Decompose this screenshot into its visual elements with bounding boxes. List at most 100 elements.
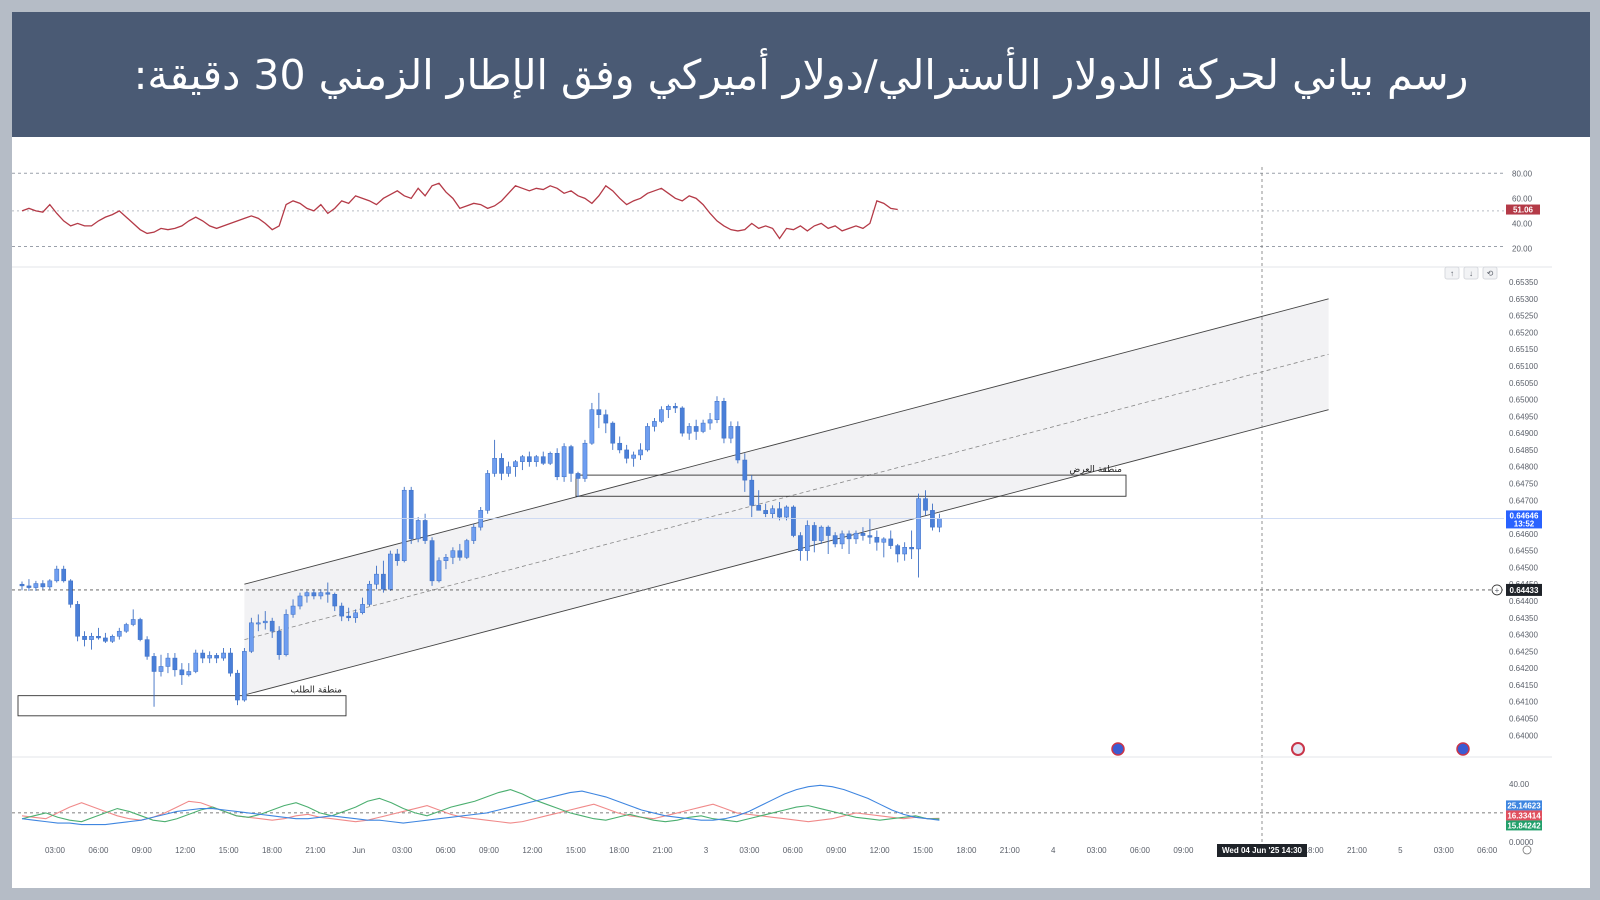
time-tick-label: 5 [1398,846,1403,855]
candle-body [68,580,73,605]
candle-body [325,592,331,595]
candle [61,565,67,583]
candle [888,530,894,549]
candle [325,582,331,603]
candle-body [798,535,803,551]
candle [603,409,609,434]
candle [110,634,115,643]
candle [457,543,463,561]
candle [304,590,310,603]
candle-body [485,473,490,511]
crosshair-price-label: 0.64433 [1510,586,1539,595]
candle [575,471,581,497]
candle [839,530,845,549]
dmi-tick-label: 40.00 [1509,780,1530,789]
time-tick-label: 09:00 [826,846,847,855]
title-banner: رسم بياني لحركة الدولار الأسترالي/دولار … [12,12,1590,137]
candle [75,601,80,642]
time-tick-label: 3 [704,846,709,855]
di-minus-line [21,800,940,824]
candle-body [923,498,928,511]
candle [638,443,643,460]
reset-button[interactable] [1482,266,1498,280]
candle-body [672,406,678,409]
time-tick-label: 06:00 [436,846,457,855]
time-tick-label: 15:00 [566,846,587,855]
candle-body [805,525,810,551]
price-tick-label: 0.65000 [1509,396,1538,405]
candle-body [116,630,122,637]
event-flags [1111,742,1470,756]
candle-body [179,669,185,676]
candle-body [492,458,497,474]
candle [471,523,477,544]
candle-body [144,639,150,657]
time-tick-label: 06:00 [1130,846,1151,855]
candle-body [96,636,101,639]
time-tick-label: 03:00 [739,846,760,855]
candle [916,493,921,578]
candle [214,653,219,664]
price-tick-label: 0.65300 [1509,295,1538,304]
candle [561,443,567,482]
candle-body [262,620,268,624]
candle [235,669,240,706]
candle [749,475,755,518]
candle [116,627,122,640]
candle [193,649,199,674]
candle-body [193,652,199,672]
adx-value-badge [1506,800,1542,811]
time-tick-label: 03:00 [1087,846,1108,855]
candle-body [506,466,511,474]
candle-body [82,636,87,640]
add-alert-icon [1491,584,1503,596]
candle-body [339,605,345,617]
candle [895,543,901,563]
candle-body [235,672,240,701]
candle [506,461,511,477]
candle-body [554,453,560,478]
price-panel: منطقة العرض منطقة الطلب 0.65350 0.65300 0.65… [12,167,1552,842]
event-flag-icon[interactable] [1456,742,1470,756]
candle [700,419,706,434]
candle-body [457,550,463,558]
candle [596,392,602,429]
candle-body [596,409,602,415]
candle-body [749,479,755,506]
candle-body [415,520,421,540]
candle-body [249,622,254,652]
time-tick-label: 18:00 [262,846,283,855]
candle [686,423,692,440]
price-tick-label: 0.65200 [1509,328,1538,337]
candle [262,611,268,630]
candle [492,439,497,477]
candle-body [450,550,456,558]
event-flag-icon[interactable] [1111,742,1125,756]
time-tick-label: 09:00 [1173,846,1194,855]
scroll-up-button[interactable] [1444,266,1460,280]
candle [130,609,136,627]
price-tick-label: 0.64300 [1509,631,1538,640]
candle [221,648,226,661]
candle-body [707,419,713,424]
scroll-down-button[interactable] [1463,266,1479,280]
crosshair-price-badge [1506,583,1542,596]
candle-body [652,421,657,427]
candle-body [770,508,775,514]
candle [666,404,671,419]
candle [26,579,32,591]
candle-body [381,573,386,590]
candle [867,518,873,544]
chart-toolbar: ↑ ↓ ⟲ [1444,266,1498,280]
candle-body [867,535,873,538]
candle-body [464,540,470,558]
candle-body [471,526,477,541]
candle-body [436,560,442,582]
candle [401,486,407,563]
candle [763,503,768,518]
price-tick-label: 0.64600 [1509,530,1538,539]
candle-body [304,592,310,597]
candle-body [33,583,39,588]
event-flag-icon[interactable] [1291,742,1305,756]
